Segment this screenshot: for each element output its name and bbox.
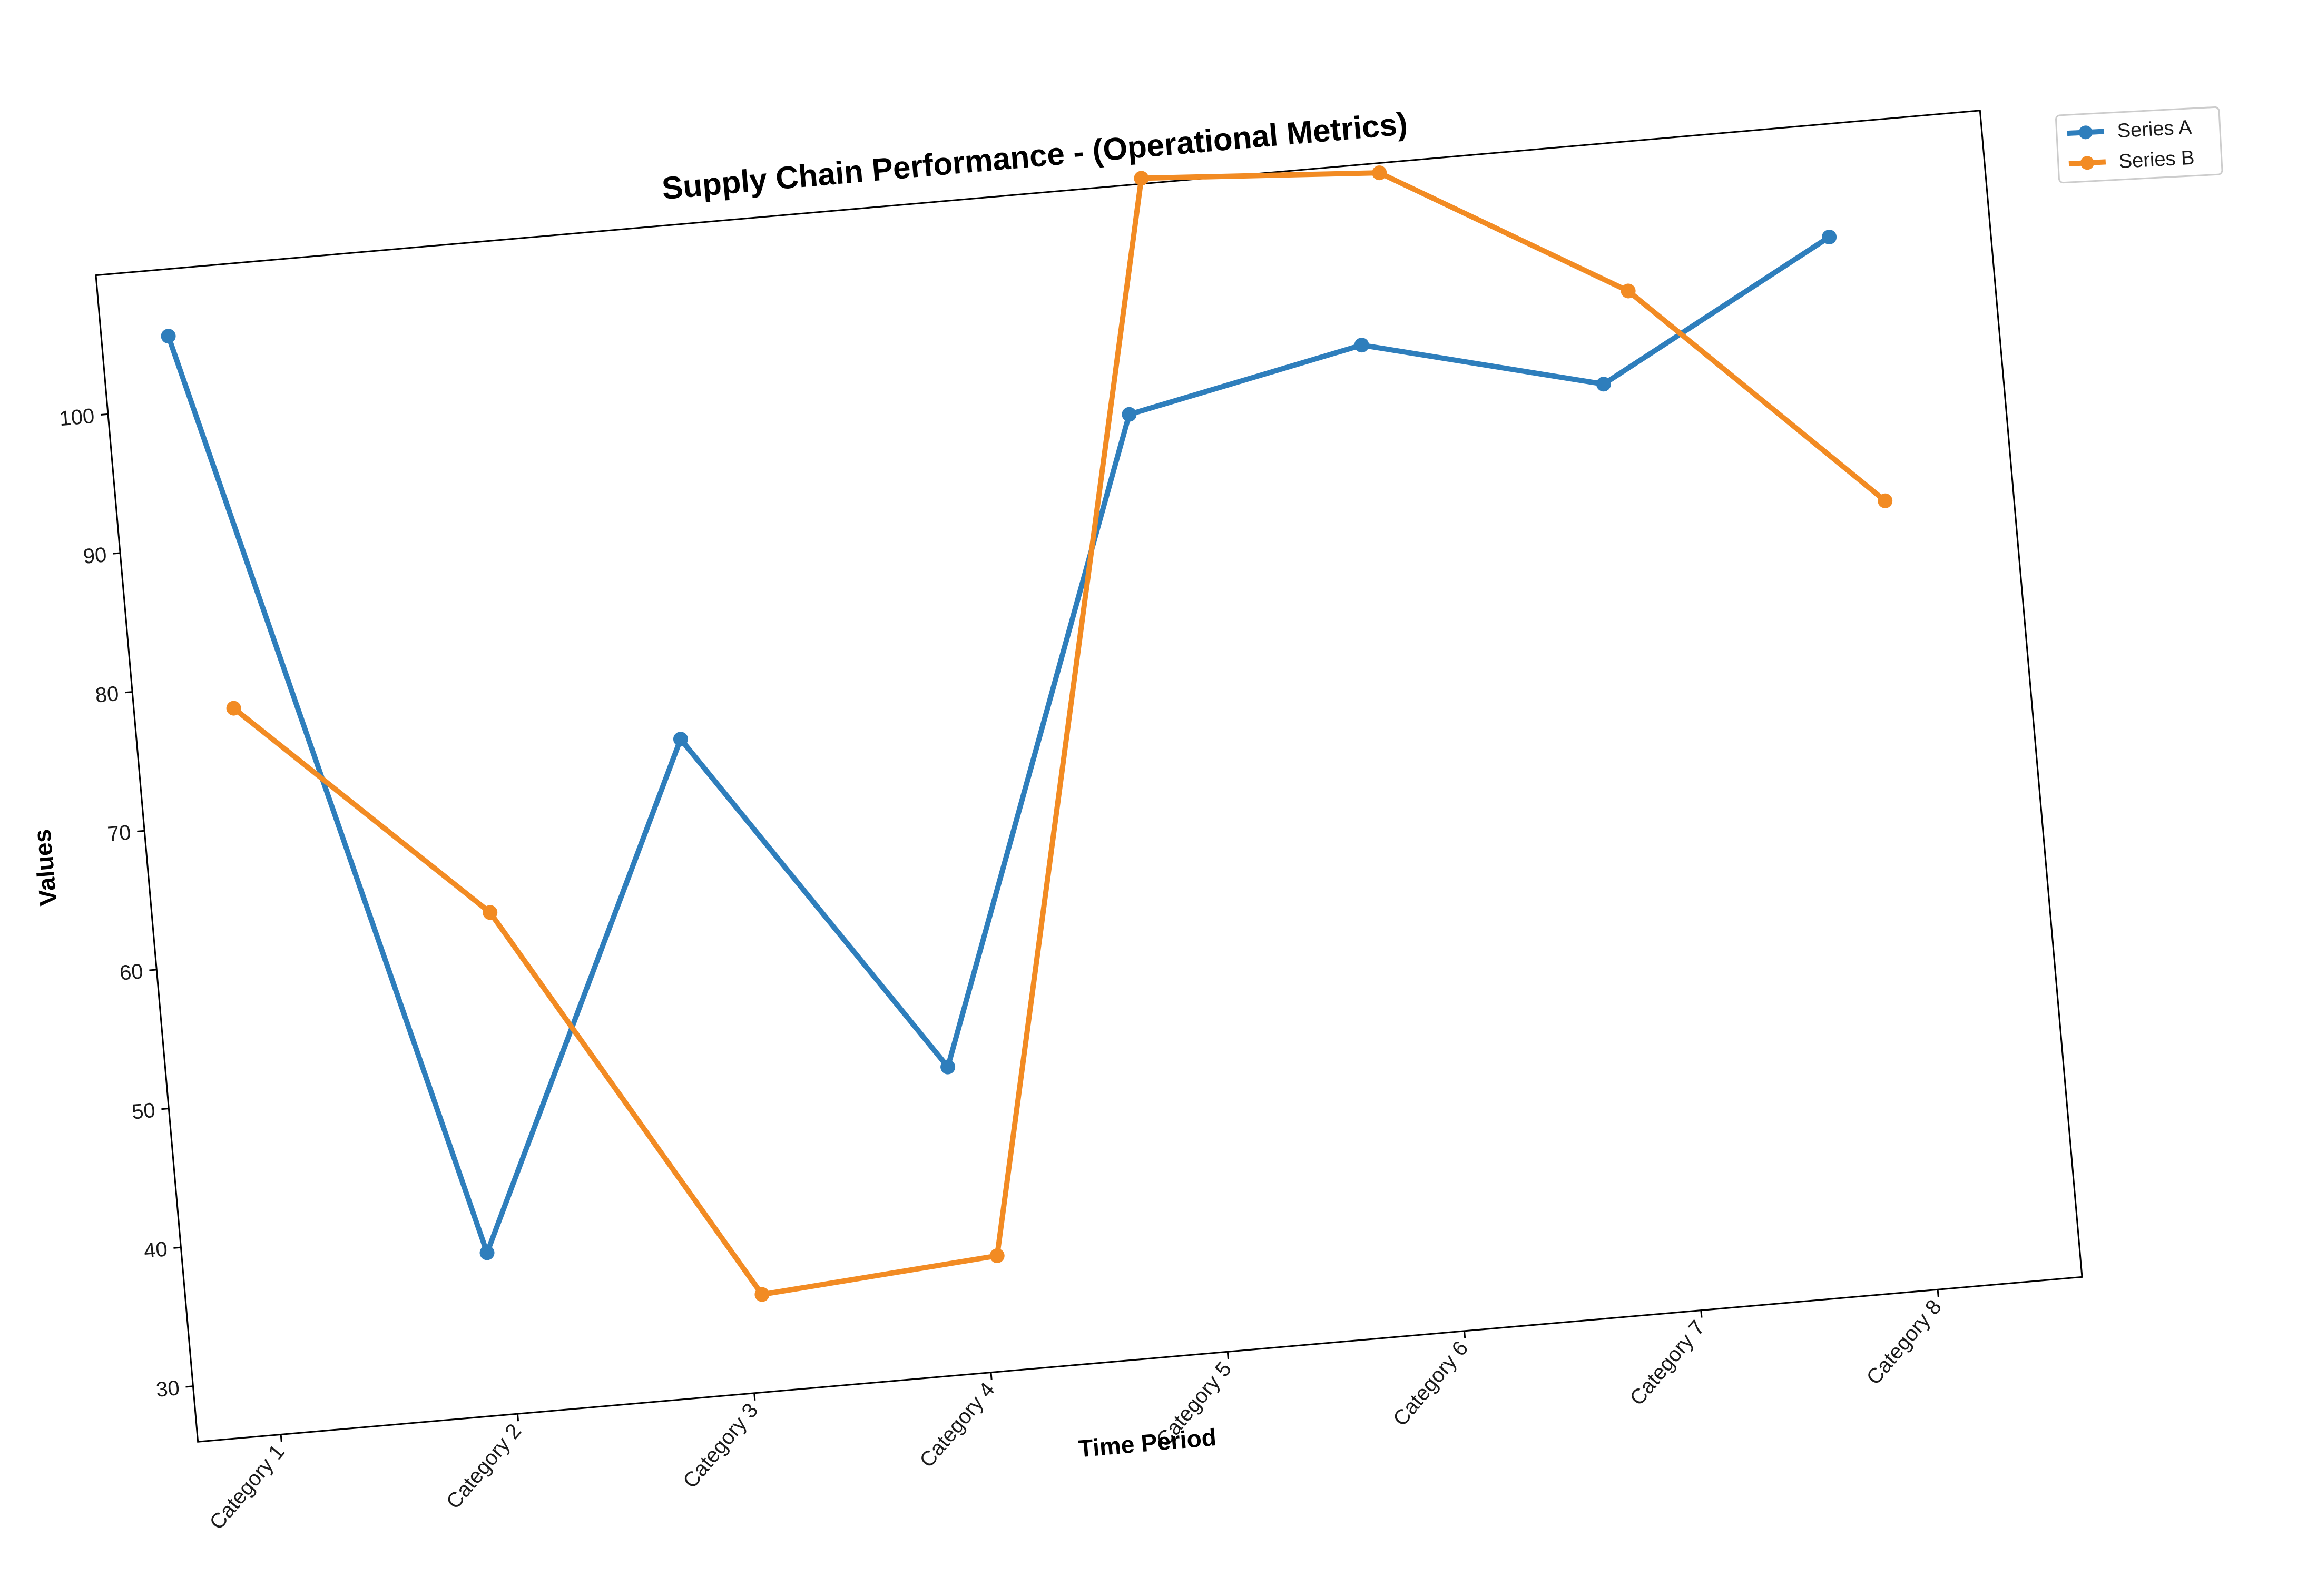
x-tick-label: Category 6	[1389, 1337, 1472, 1431]
legend-swatch-marker	[2080, 156, 2094, 170]
legend-label: Series B	[2118, 147, 2195, 173]
y-tick-label: 80	[94, 682, 120, 707]
series-line	[165, 234, 1832, 1256]
y-tick-mark	[173, 1246, 181, 1249]
y-tick-label: 100	[58, 405, 95, 431]
series-layer	[161, 165, 1893, 1302]
y-tick-mark	[161, 1107, 169, 1110]
y-tick-label: 60	[119, 960, 144, 985]
data-point	[1596, 377, 1611, 392]
data-point	[479, 1245, 495, 1260]
y-tick-mark	[125, 691, 133, 694]
x-tick-mark	[516, 1414, 519, 1422]
data-point	[1621, 283, 1636, 299]
data-point	[673, 732, 688, 747]
y-tick-label: 50	[131, 1099, 156, 1124]
chart-title: Supply Chain Performance - (Operational …	[661, 106, 1409, 206]
y-tick-label: 70	[106, 821, 132, 846]
data-point	[226, 701, 241, 716]
x-tick-label: Category 8	[1862, 1295, 1946, 1389]
series-a	[161, 229, 1837, 1260]
x-tick-label: Category 2	[442, 1420, 526, 1513]
x-tick-label: Category 1	[205, 1440, 289, 1534]
data-point	[1354, 338, 1369, 353]
data-point	[1134, 171, 1149, 186]
data-point	[940, 1059, 956, 1075]
data-point	[1878, 493, 1893, 508]
series-b	[226, 165, 1893, 1302]
y-tick-label: 40	[143, 1237, 168, 1263]
data-point	[1822, 229, 1837, 244]
y-tick-label: 30	[155, 1376, 180, 1402]
y-axis-ticks: 30 40 50 60 70 80 90 100	[58, 405, 193, 1402]
x-axis-title: Time Period	[1077, 1423, 1218, 1463]
x-tick-mark	[753, 1393, 756, 1401]
rotated-plot-group: Supply Chain Performance - (Operational …	[28, 106, 2083, 1534]
y-tick-mark	[100, 413, 109, 416]
data-point	[161, 329, 176, 344]
series-line	[231, 170, 1888, 1297]
legend-swatch-marker	[2078, 125, 2093, 140]
legend: Series A Series B	[2055, 106, 2223, 184]
x-tick-label: Category 3	[679, 1399, 762, 1493]
data-point	[989, 1248, 1005, 1264]
x-axis-ticks: Category 1 Category 2 Category 3 Category 4…	[205, 1289, 1946, 1534]
y-axis-title: Values	[28, 828, 62, 907]
plot-area-frame	[95, 110, 2083, 1443]
y-tick-mark	[113, 552, 121, 555]
y-tick-mark	[185, 1385, 193, 1388]
x-tick-label: Category 7	[1625, 1316, 1709, 1410]
data-point	[1372, 165, 1387, 181]
x-tick-label: Category 4	[915, 1378, 999, 1472]
data-point	[1122, 407, 1137, 422]
data-point	[754, 1287, 770, 1302]
x-tick-mark	[1700, 1310, 1703, 1318]
y-tick-label: 90	[82, 543, 107, 568]
data-point	[483, 905, 498, 920]
legend-label: Series A	[2117, 116, 2193, 142]
